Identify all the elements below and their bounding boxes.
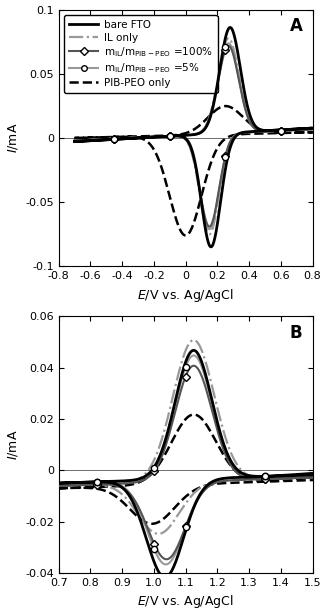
X-axis label: $E$/V vs. Ag/AgCl: $E$/V vs. Ag/AgCl xyxy=(137,287,234,304)
Text: A: A xyxy=(289,17,302,35)
Y-axis label: $I$/mA: $I$/mA xyxy=(6,123,20,153)
X-axis label: $E$/V vs. Ag/AgCl: $E$/V vs. Ag/AgCl xyxy=(137,593,234,610)
Y-axis label: $I$/mA: $I$/mA xyxy=(6,429,20,460)
Text: B: B xyxy=(290,324,302,342)
Legend: bare FTO, IL only, m$_\mathregular{IL}$/m$_\mathregular{PIB-PEO}$ =100%, m$_\mat: bare FTO, IL only, m$_\mathregular{IL}$/… xyxy=(64,15,217,93)
